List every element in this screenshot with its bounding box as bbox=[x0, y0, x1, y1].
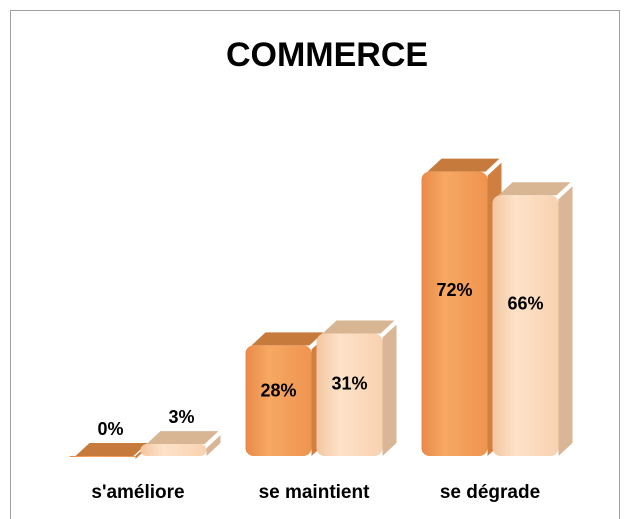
bar bbox=[492, 195, 559, 457]
bar bbox=[245, 345, 312, 456]
bar-side bbox=[206, 435, 221, 456]
bar-top bbox=[427, 158, 500, 172]
bar bbox=[316, 333, 383, 456]
data-label: 31% bbox=[331, 374, 367, 394]
bar-side bbox=[558, 186, 573, 457]
data-label: 28% bbox=[260, 381, 296, 401]
bar bbox=[69, 456, 136, 457]
chart-title: COMMERCE bbox=[226, 36, 428, 74]
x-tick-label: s'améliore bbox=[91, 482, 184, 503]
bar bbox=[421, 171, 488, 456]
x-tick-label: se dégrade bbox=[440, 482, 540, 503]
bar-top bbox=[498, 182, 571, 196]
bar-top bbox=[251, 332, 324, 346]
x-tick-label: se maintient bbox=[259, 482, 371, 503]
data-label: 0% bbox=[97, 419, 123, 439]
bar-top bbox=[75, 443, 148, 456]
bar-top bbox=[146, 431, 219, 445]
data-label: 3% bbox=[168, 407, 194, 427]
bar-side bbox=[382, 324, 397, 456]
bar bbox=[140, 444, 207, 456]
data-label: 66% bbox=[507, 294, 543, 314]
bar-top bbox=[322, 320, 395, 334]
data-label: 72% bbox=[436, 280, 472, 300]
